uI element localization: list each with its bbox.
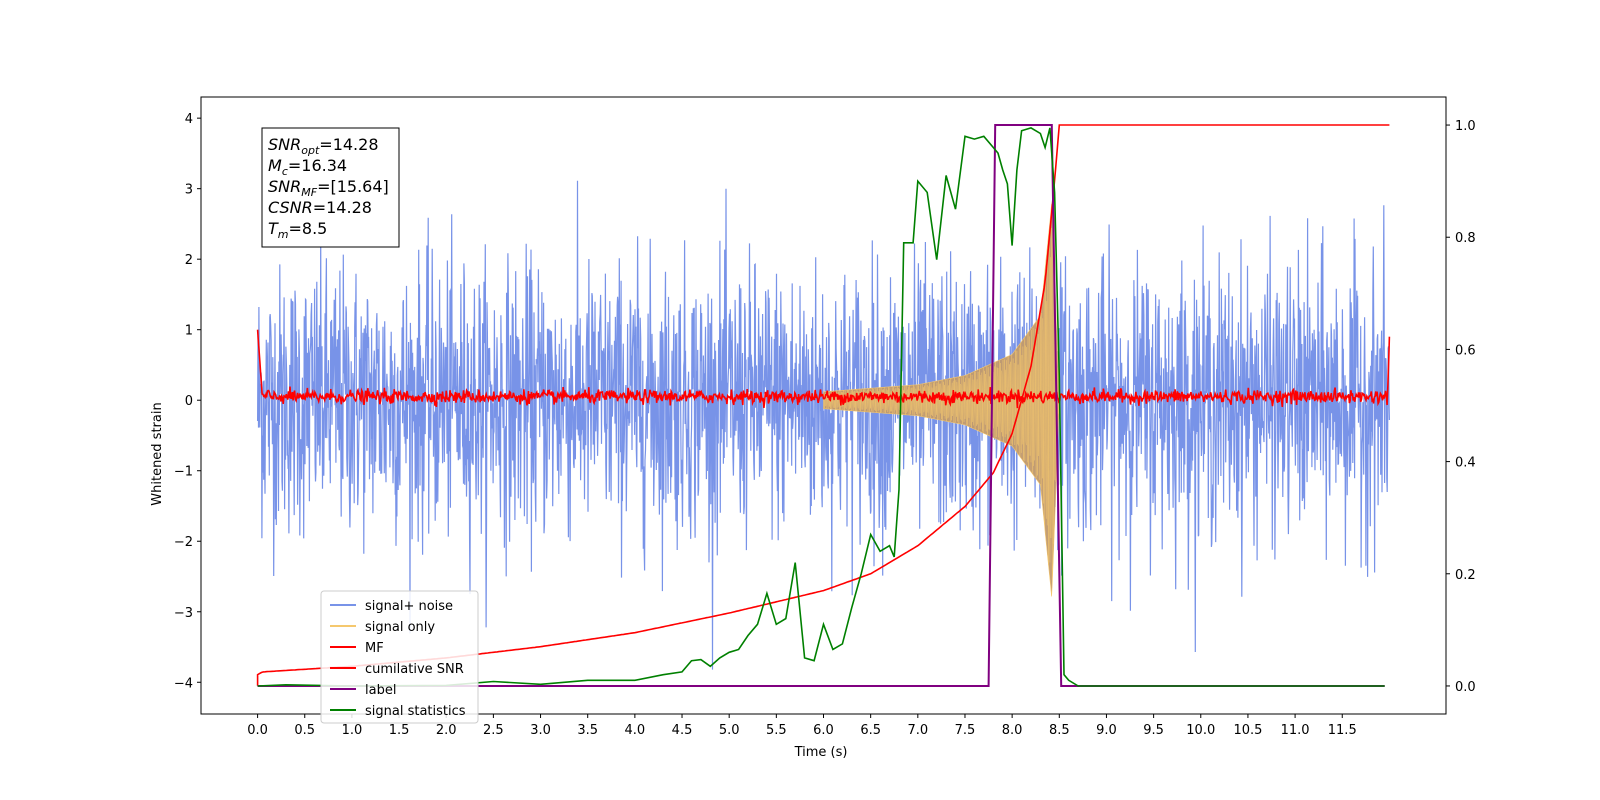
x-tick-label: 5.0	[719, 723, 740, 738]
info-line: SNRopt=14.28	[268, 135, 379, 157]
y-tick-label-right: 0.2	[1455, 568, 1476, 583]
x-tick-label: 11.0	[1281, 723, 1310, 738]
info-line: Mc=16.34	[268, 156, 347, 178]
legend-entry: signal only	[365, 620, 435, 635]
info-line: SNRMF=[15.64]	[268, 177, 389, 199]
y-tick-label-right: 1.0	[1455, 119, 1476, 134]
x-tick-label: 2.5	[483, 723, 504, 738]
y-tick-label-left: −2	[174, 535, 193, 550]
info-box-frame	[261, 127, 400, 248]
y-tick-label-right: 0.0	[1455, 680, 1476, 695]
series-label	[257, 124, 1385, 687]
x-tick-label: 2.0	[436, 723, 457, 738]
y-tick-label-right: 0.6	[1455, 343, 1476, 358]
legend-entry: MF	[365, 641, 384, 656]
x-tick-label: 11.5	[1328, 723, 1357, 738]
series-signal-only-wave	[823, 228, 1060, 581]
y-tick-label-right: 0.8	[1455, 231, 1476, 246]
y-tick-label-left: 3	[185, 183, 193, 198]
x-tick-label: 10.0	[1186, 723, 1215, 738]
x-tick-label: 9.0	[1096, 723, 1117, 738]
y-tick-label-left: −4	[174, 676, 193, 691]
info-line: CSNR=14.28	[268, 198, 372, 217]
x-tick-label: 4.0	[625, 723, 646, 738]
x-tick-label: 3.5	[577, 723, 598, 738]
legend-entry: cumilative SNR	[365, 662, 464, 677]
legend-entry: signal+ noise	[365, 599, 453, 614]
y-tick-label-left: −1	[174, 465, 193, 480]
axis-ticks: 0.0 0.5 1.0 1.5 2.0 2.5 3.0 3.5 4.0 4.5 5.0 5.5 6.0 6…	[174, 112, 1476, 738]
x-tick-label: 7.5	[955, 723, 976, 738]
x-axis-label: Time (s)	[794, 745, 848, 760]
y-tick-label-left: 4	[185, 112, 193, 127]
x-tick-label: 9.5	[1143, 723, 1164, 738]
x-tick-label: 0.5	[294, 723, 315, 738]
x-tick-label: 8.0	[1002, 723, 1023, 738]
series-signal-statistics	[257, 127, 1385, 687]
x-tick-label: 10.5	[1233, 723, 1262, 738]
x-tick-label: 6.5	[860, 723, 881, 738]
series-mf	[256, 329, 1391, 409]
x-tick-label: 4.5	[672, 723, 693, 738]
x-tick-label: 5.5	[766, 723, 787, 738]
x-tick-label: 3.0	[530, 723, 551, 738]
y-tick-label-left: 2	[185, 253, 193, 268]
x-tick-label: 0.0	[247, 723, 268, 738]
y-axis-label: Whitened strain	[150, 402, 165, 505]
x-tick-label: 8.5	[1049, 723, 1070, 738]
legend-entry: label	[365, 683, 396, 698]
legend-frame	[320, 590, 479, 724]
y-tick-label-left: −3	[174, 606, 193, 621]
legend-entry: signal statistics	[365, 704, 466, 719]
plot-area	[256, 124, 1391, 687]
x-tick-label: 6.0	[813, 723, 834, 738]
y-tick-label-left: 1	[185, 324, 193, 339]
y-tick-label-right: 0.4	[1455, 456, 1476, 471]
x-tick-label: 1.0	[342, 723, 363, 738]
series-signal-noise	[257, 180, 1390, 670]
x-tick-label: 7.0	[907, 723, 928, 738]
info-line: Tm=8.5	[268, 219, 327, 241]
info-box: SNRopt=14.28Mc=16.34SNRMF=[15.64]CSNR=14…	[261, 127, 400, 248]
legend: signal+ noise signal only MF cumilative SNR…	[320, 590, 479, 724]
y-tick-label-left: 0	[185, 394, 193, 409]
x-tick-label: 1.5	[389, 723, 410, 738]
